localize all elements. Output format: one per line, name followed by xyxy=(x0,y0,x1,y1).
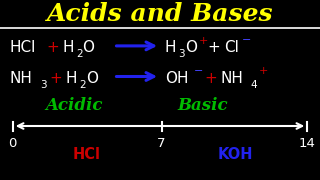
Text: 4: 4 xyxy=(250,80,257,90)
Text: −: − xyxy=(242,35,252,46)
Text: 2: 2 xyxy=(79,80,86,90)
Text: NH: NH xyxy=(10,71,32,86)
Text: 2: 2 xyxy=(76,49,83,59)
Text: O: O xyxy=(185,40,196,55)
Text: 7: 7 xyxy=(157,137,166,150)
Text: +: + xyxy=(204,71,217,86)
Text: NH: NH xyxy=(221,71,244,86)
Text: H: H xyxy=(66,71,77,86)
Text: HCl: HCl xyxy=(10,40,36,55)
Text: +: + xyxy=(259,66,268,76)
Text: 3: 3 xyxy=(178,49,185,59)
Text: Cl: Cl xyxy=(224,40,239,55)
Text: OH: OH xyxy=(165,71,188,86)
Text: KOH: KOH xyxy=(218,147,253,162)
Text: 14: 14 xyxy=(299,137,316,150)
Text: +: + xyxy=(207,40,220,55)
Text: 3: 3 xyxy=(40,80,47,90)
Text: H: H xyxy=(62,40,74,55)
Text: 0: 0 xyxy=(9,137,17,150)
Text: +: + xyxy=(50,71,62,86)
Text: Basic: Basic xyxy=(178,97,228,114)
Text: −: − xyxy=(194,66,204,76)
Text: Acidic: Acidic xyxy=(45,97,102,114)
Text: +: + xyxy=(198,35,208,46)
Text: H: H xyxy=(165,40,176,55)
Text: O: O xyxy=(86,71,98,86)
Text: O: O xyxy=(83,40,95,55)
Text: HCl: HCl xyxy=(72,147,100,162)
Text: Acids and Bases: Acids and Bases xyxy=(47,2,273,26)
Text: +: + xyxy=(46,40,59,55)
